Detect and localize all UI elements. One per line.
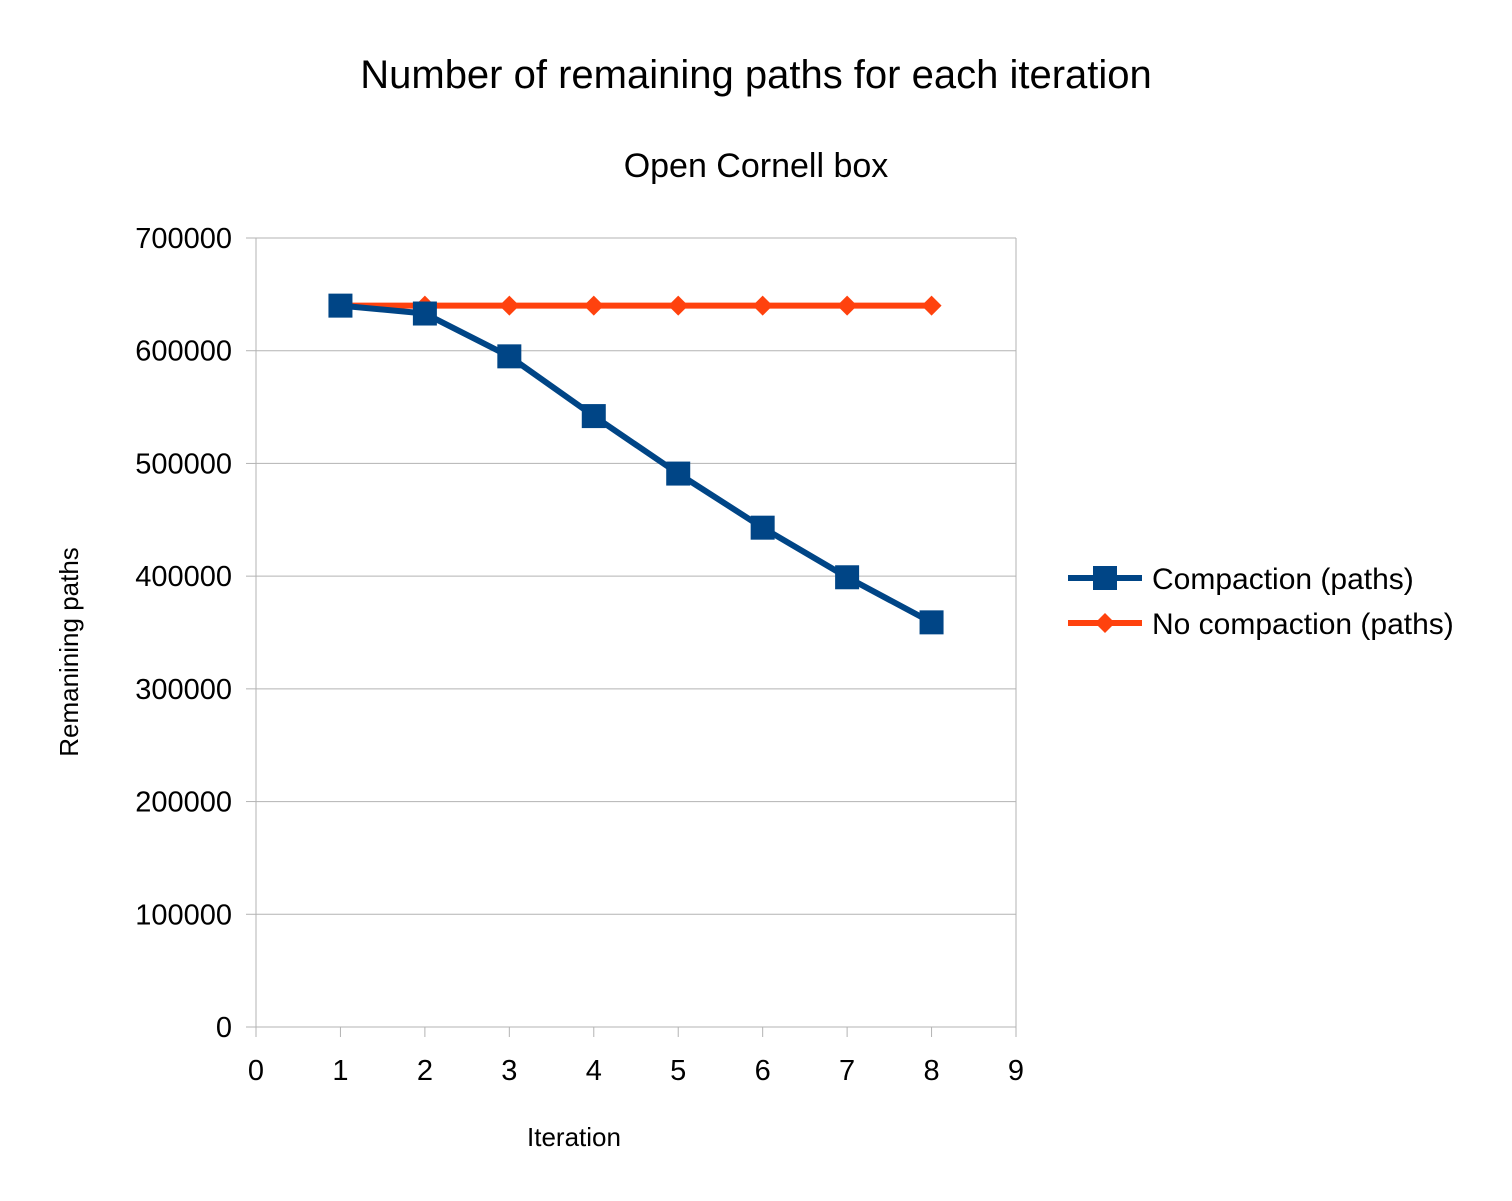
legend-label: No compaction (paths) bbox=[1152, 608, 1454, 641]
x-tick-label: 7 bbox=[839, 1055, 855, 1087]
y-tick-label: 500000 bbox=[135, 448, 232, 480]
series-0 bbox=[328, 293, 944, 635]
data-point bbox=[668, 295, 689, 316]
data-point bbox=[750, 515, 775, 540]
x-tick-label: 8 bbox=[923, 1055, 939, 1087]
series bbox=[328, 293, 944, 635]
data-point bbox=[835, 565, 860, 590]
gridlines bbox=[256, 237, 1016, 915]
y-tick-label: 0 bbox=[216, 1012, 232, 1044]
x-tick-label: 2 bbox=[417, 1055, 433, 1087]
x-tick-label: 6 bbox=[755, 1055, 771, 1087]
y-tick-label: 300000 bbox=[135, 674, 232, 706]
y-tick-label: 200000 bbox=[135, 787, 232, 819]
legend-label: Compaction (paths) bbox=[1152, 563, 1414, 596]
axes bbox=[246, 237, 1017, 1037]
data-point bbox=[919, 610, 944, 635]
data-point bbox=[837, 295, 858, 316]
data-point bbox=[666, 461, 691, 486]
x-tick-label: 3 bbox=[501, 1055, 517, 1087]
y-tick-labels: 0 100000 200000 300000 400000 500000 600000 700… bbox=[135, 223, 232, 1044]
legend-item: No compaction (paths) bbox=[1068, 608, 1454, 641]
data-point bbox=[497, 344, 522, 369]
legend-swatch-marker bbox=[1093, 566, 1117, 590]
data-point bbox=[499, 295, 520, 316]
x-tick-label: 0 bbox=[248, 1055, 264, 1087]
x-tick-label: 5 bbox=[670, 1055, 686, 1087]
y-tick-label: 400000 bbox=[135, 561, 232, 593]
data-point bbox=[581, 404, 606, 429]
chart-title: Number of remaining paths for each itera… bbox=[360, 53, 1152, 97]
series-line bbox=[340, 302, 933, 626]
x-tick-label: 9 bbox=[1008, 1055, 1024, 1087]
y-tick-label: 600000 bbox=[135, 336, 232, 368]
data-point bbox=[412, 301, 437, 326]
legend-item: Compaction (paths) bbox=[1068, 563, 1414, 596]
y-axis-label: Remanining paths bbox=[54, 547, 84, 757]
x-tick-label: 1 bbox=[332, 1055, 348, 1087]
legend: Compaction (paths) No compaction (paths) bbox=[1068, 563, 1454, 641]
data-point bbox=[583, 295, 604, 316]
chart-subtitle: Open Cornell box bbox=[624, 147, 889, 185]
data-point bbox=[328, 293, 353, 318]
x-tick-labels: 0 1 2 3 4 5 6 7 8 9 bbox=[248, 1055, 1024, 1087]
x-tick-label: 4 bbox=[586, 1055, 602, 1087]
data-point bbox=[752, 295, 773, 316]
data-point bbox=[921, 295, 942, 316]
legend-swatch-marker bbox=[1095, 613, 1115, 633]
y-tick-label: 100000 bbox=[135, 899, 232, 931]
x-axis-label: Iteration bbox=[527, 1122, 621, 1152]
y-tick-label: 700000 bbox=[135, 223, 232, 255]
